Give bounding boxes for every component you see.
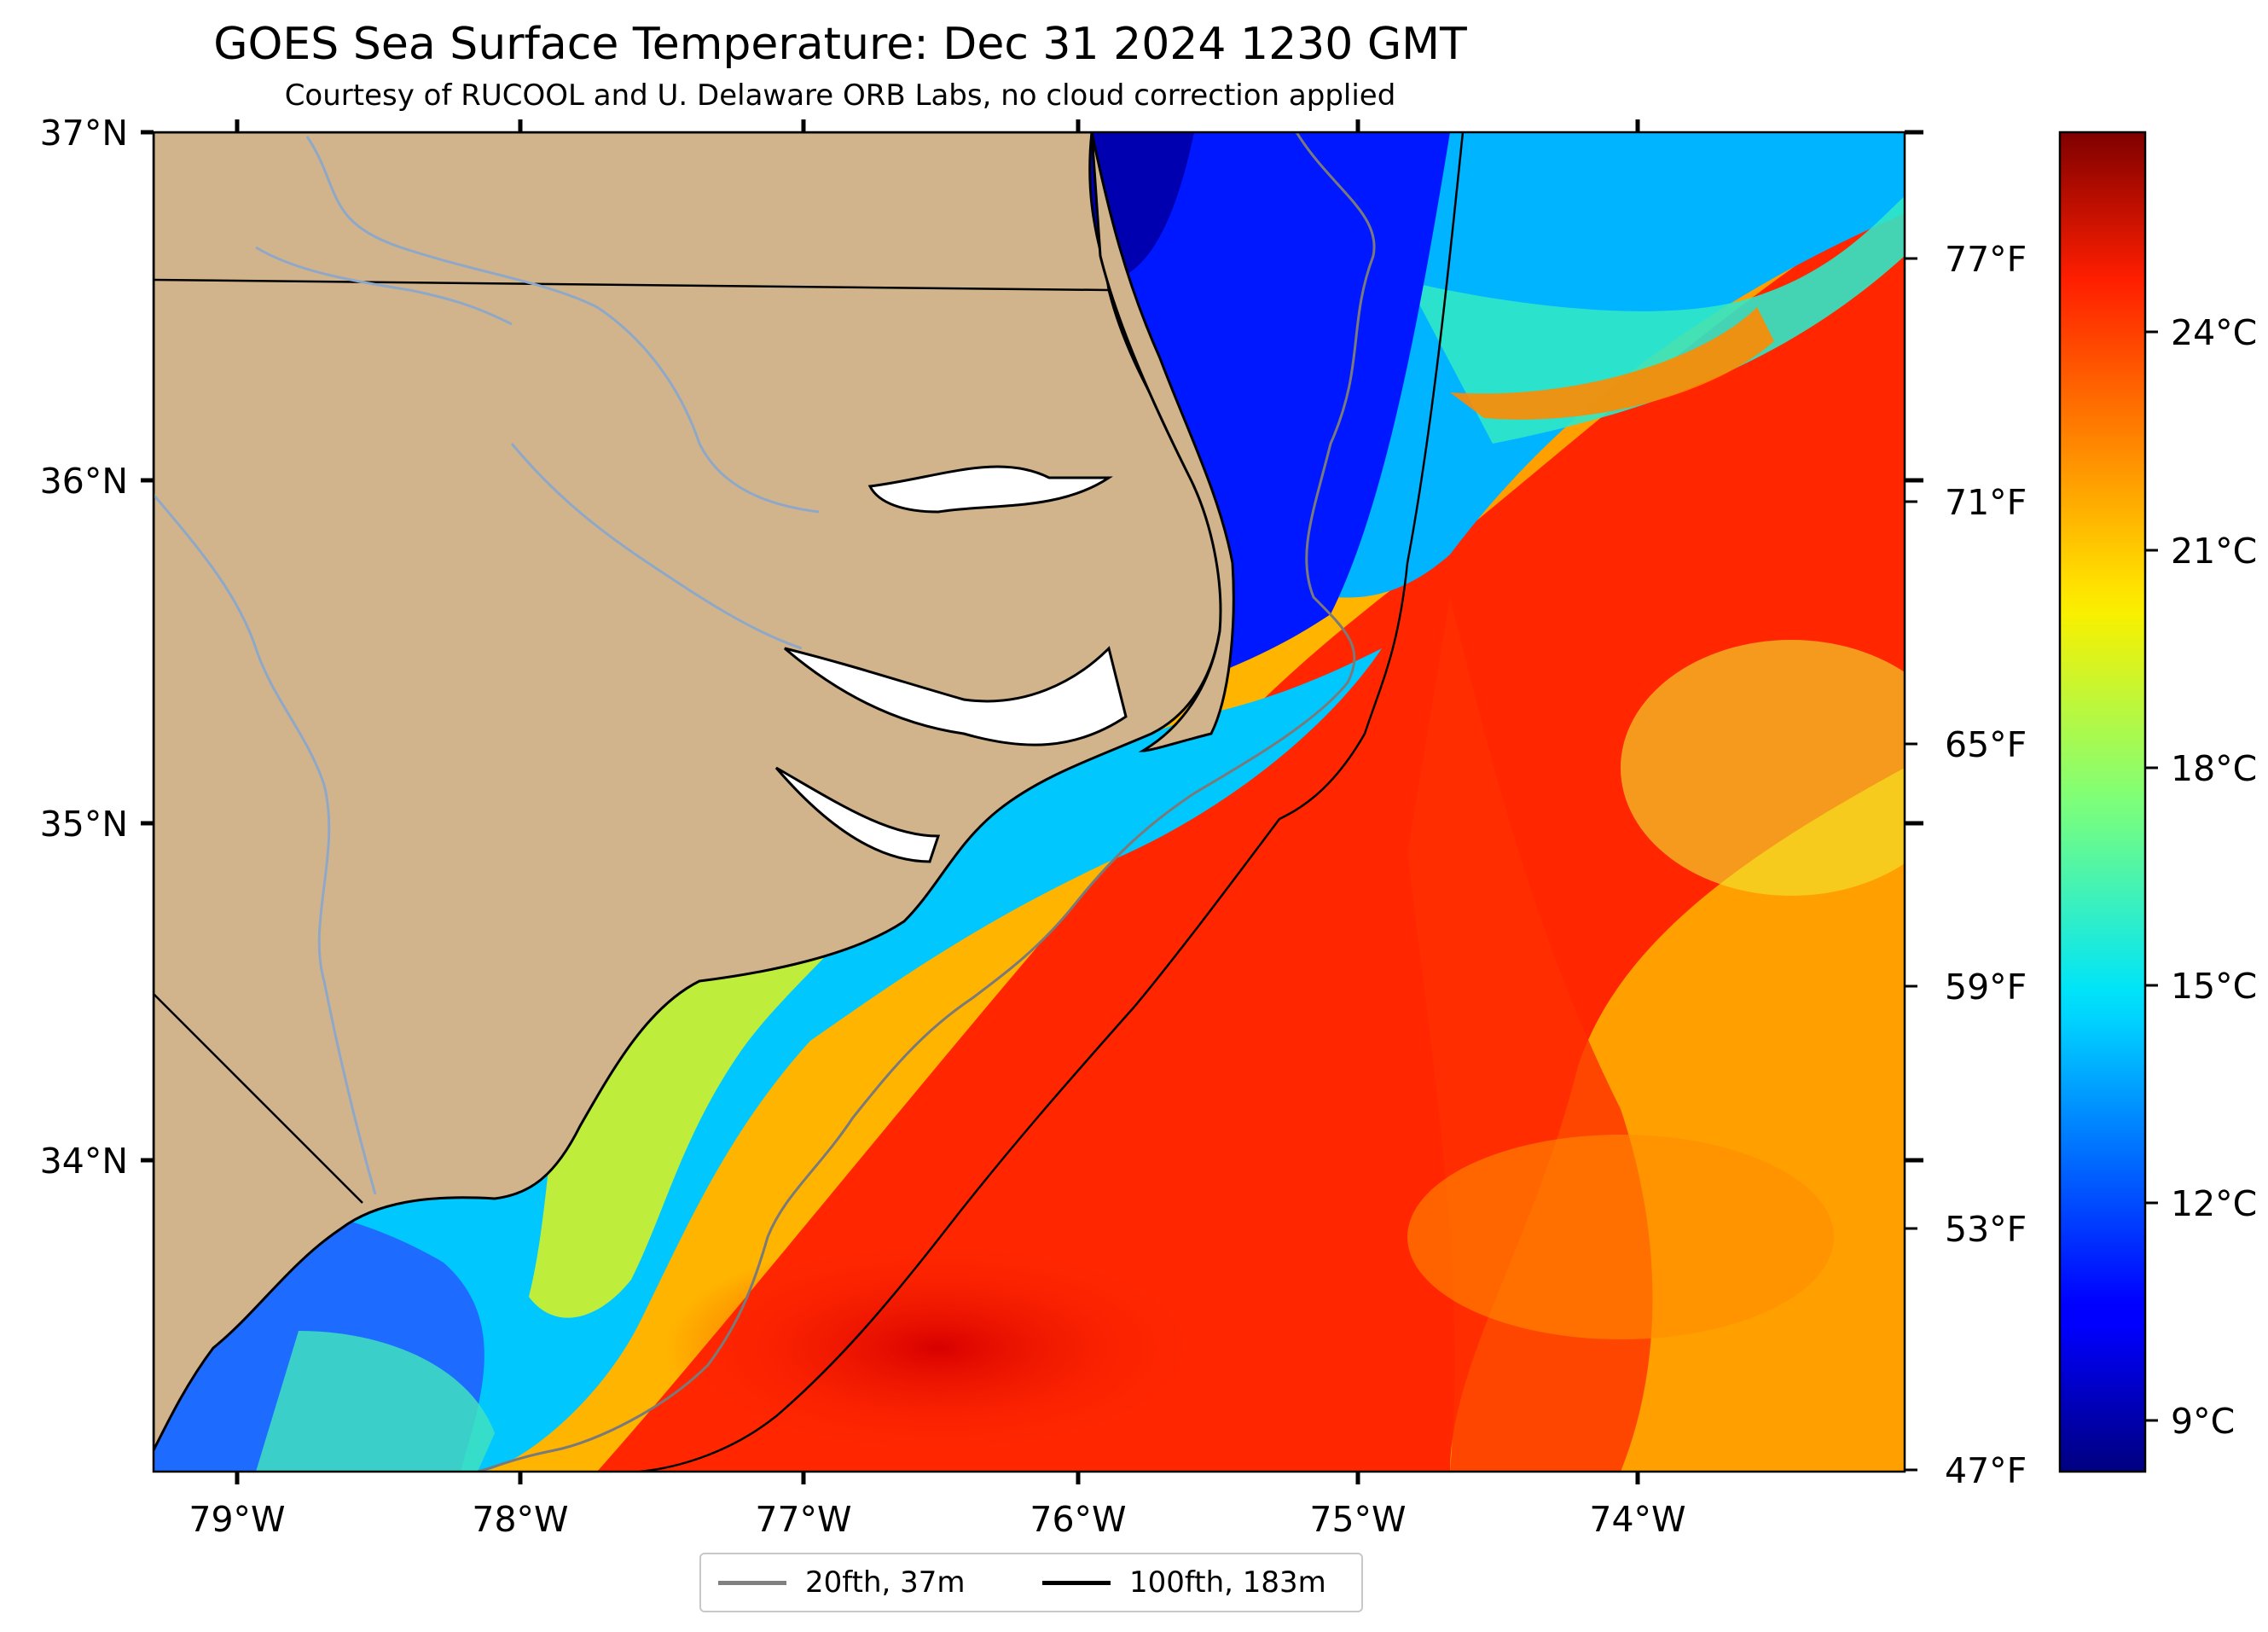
fahrenheit-ticks (1905, 257, 1917, 1472)
sst-warm-core (665, 1237, 1211, 1459)
lon-label-74: 74°W (1589, 1499, 1685, 1540)
colorbar-label-24: 24°C (2171, 312, 2257, 353)
lon-label-77: 77°W (755, 1499, 851, 1540)
fahrenheit-label-59: 59°F (1945, 967, 2027, 1008)
colorbar-label-15: 15°C (2171, 966, 2257, 1007)
river-tar (510, 443, 803, 650)
isobath-20fth (477, 132, 1376, 1472)
river-chowan (255, 246, 513, 326)
lon-label-75: 75°W (1309, 1499, 1406, 1540)
legend-label-100fth: 100fth, 183m (1129, 1565, 1326, 1600)
albemarle-inlet (867, 465, 1113, 514)
fahrenheit-label-53: 53°F (1945, 1209, 2027, 1250)
lat-label-34: 34°N (40, 1141, 128, 1182)
lat-label-36: 36°N (40, 461, 128, 502)
lon-label-79: 79°W (189, 1499, 285, 1540)
legend-item-100fth: 100fth, 183m (1042, 1554, 1326, 1611)
legend-item-20fth: 20fth, 37m (718, 1554, 966, 1611)
lat-label-37: 37°N (40, 113, 128, 154)
legend-swatch-100fth (1042, 1580, 1111, 1585)
fahrenheit-label-47: 47°F (1945, 1450, 2027, 1491)
legend-label-20fth: 20fth, 37m (805, 1565, 966, 1600)
fahrenheit-label-71: 71°F (1945, 482, 2027, 523)
lat-ticks-left (141, 130, 154, 1163)
page-subtitle: Courtesy of RUCOOL and U. Delaware ORB L… (284, 78, 1396, 113)
fahrenheit-label-77: 77°F (1945, 239, 2027, 280)
river-cape-fear (154, 494, 377, 1195)
outer-banks (1090, 132, 1235, 752)
sst-orange-patch (1407, 1135, 1834, 1339)
fahrenheit-label-65: 65°F (1945, 724, 2027, 765)
isobath-100fth (639, 132, 1465, 1472)
legend-swatch-20fth (718, 1580, 786, 1585)
sst-gulf-stream (597, 196, 1905, 1472)
map-frame (152, 131, 1906, 1473)
neuse-inlet (774, 766, 941, 863)
colorbar-label-12: 12°C (2171, 1183, 2257, 1224)
colorbar-ticks (2145, 330, 2158, 1422)
lon-label-78: 78°W (472, 1499, 568, 1540)
sst-nearshore-green (256, 1331, 495, 1472)
river-roanoke (305, 136, 820, 514)
sst-warm-filament (1450, 307, 1774, 420)
legend: 20fth, 37m 100fth, 183m (699, 1553, 1363, 1612)
colorbar-label-21: 21°C (2171, 531, 2257, 572)
colorbar (2058, 131, 2147, 1473)
colorbar-label-9: 9°C (2171, 1401, 2235, 1442)
sst-yellow-patch (1621, 640, 1905, 896)
nc-sc-border (154, 993, 363, 1204)
map-area (154, 132, 1905, 1472)
pamlico-inlet (784, 646, 1128, 746)
colorbar-label-18: 18°C (2171, 748, 2257, 789)
lon-label-76: 76°W (1030, 1499, 1126, 1540)
nc-va-border (154, 278, 1110, 292)
sst-cool-filament (1407, 196, 1905, 444)
lat-label-35: 35°N (40, 804, 128, 845)
lat-ticks-right (1905, 130, 1923, 1163)
lon-ticks (235, 119, 1640, 1484)
sst-southern-shelf (154, 648, 1382, 1472)
page-title: GOES Sea Surface Temperature: Dec 31 202… (213, 19, 1467, 70)
